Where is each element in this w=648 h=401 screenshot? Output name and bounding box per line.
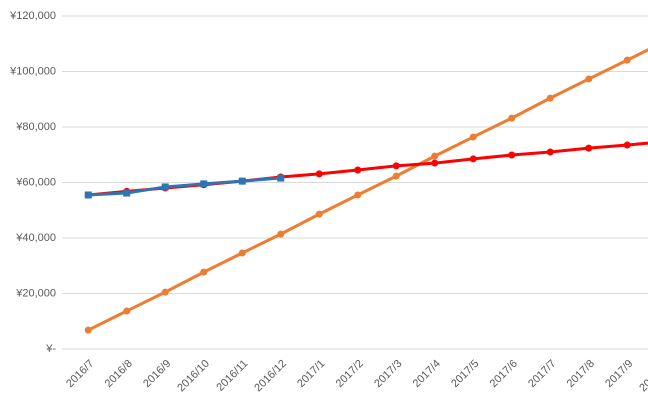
point-marker: [546, 148, 554, 156]
point-marker: [84, 191, 92, 199]
point-marker: [123, 189, 131, 197]
point-marker: [431, 159, 439, 167]
point-marker: [585, 75, 593, 83]
point-marker: [392, 162, 400, 170]
y-tick-label: ¥60,000: [15, 176, 56, 188]
series-line: [87, 48, 648, 332]
series-line: [88, 176, 281, 197]
x-tick-label: 2017/1: [295, 358, 327, 390]
point-marker: [84, 326, 92, 334]
x-tick-label: 2017/7: [526, 358, 558, 390]
y-tick-label: ¥40,000: [15, 232, 56, 244]
point-marker: [238, 177, 246, 185]
point-marker: [354, 191, 362, 199]
point-marker: [277, 230, 285, 238]
y-tick-label: ¥120,000: [9, 10, 56, 22]
point-marker: [431, 152, 439, 160]
point-marker: [623, 141, 631, 149]
point-marker: [123, 307, 131, 315]
x-tick-label: 2016/9: [141, 358, 173, 390]
point-marker: [508, 114, 516, 122]
x-tick-label: 2017/6: [488, 358, 520, 390]
x-tick-label: 2017/8: [565, 358, 597, 390]
x-tick-label: 2017/4: [411, 358, 443, 390]
y-tick-label: ¥80,000: [15, 121, 56, 133]
x-tick-label: 2017/9: [603, 358, 635, 390]
y-tick-label: ¥-: [45, 343, 56, 355]
x-tick-label: 2017/2: [334, 358, 366, 390]
x-tick-label: 2016/8: [103, 358, 135, 390]
point-marker: [200, 268, 208, 276]
point-marker: [546, 94, 554, 102]
point-marker: [354, 166, 362, 174]
point-marker: [161, 183, 169, 191]
point-marker: [161, 288, 169, 296]
x-tick-label: 2017/3: [372, 358, 404, 390]
x-tick-label: 2016/10: [175, 358, 212, 395]
point-marker: [508, 151, 516, 159]
x-tick-label: 2017/10: [637, 358, 648, 395]
x-tick-label: 2016/7: [64, 358, 96, 390]
point-marker: [315, 210, 323, 218]
point-marker: [315, 170, 323, 178]
x-tick-label: 2017/5: [449, 358, 481, 390]
x-tick-label: 2016/12: [252, 358, 289, 395]
point-marker: [200, 180, 208, 188]
y-tick-label: ¥20,000: [15, 287, 56, 299]
y-tick-label: ¥100,000: [9, 65, 56, 77]
point-marker: [623, 56, 631, 64]
point-marker: [469, 155, 477, 163]
x-tick-label: 2016/11: [214, 358, 250, 394]
point-marker: [469, 133, 477, 141]
point-marker: [238, 249, 246, 257]
point-marker: [585, 144, 593, 152]
point-marker: [277, 174, 285, 182]
point-marker: [392, 172, 400, 180]
